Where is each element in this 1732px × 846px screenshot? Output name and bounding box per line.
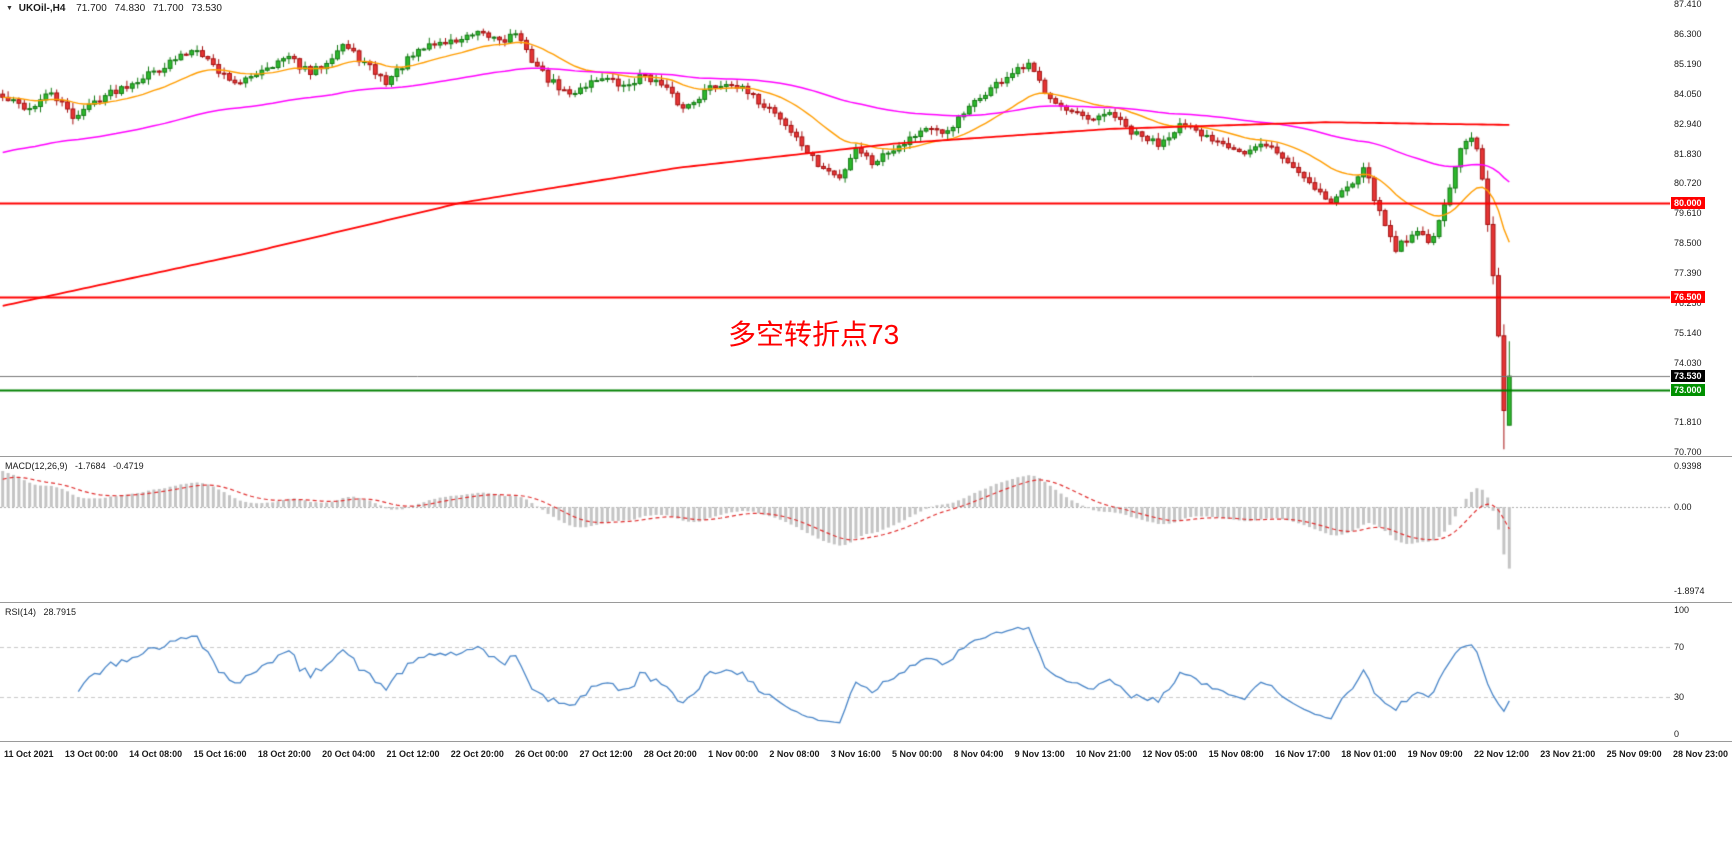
rsi-panel: RSI(14) 28.7915 100 70 30 0 xyxy=(0,603,1732,742)
macd-name: MACD(12,26,9) xyxy=(5,461,68,471)
ohlc-close: 73.530 xyxy=(191,3,222,14)
time-label: 16 Nov 17:00 xyxy=(1274,749,1331,759)
price-tick-label: 79.610 xyxy=(1674,208,1702,219)
price-line-badge: 73.000 xyxy=(1671,384,1705,397)
time-label: 28 Oct 20:00 xyxy=(643,749,697,759)
time-label: 19 Nov 09:00 xyxy=(1407,749,1463,759)
macd-label: MACD(12,26,9) -1.7684 -0.4719 xyxy=(5,461,144,471)
price-tick-label: 70.700 xyxy=(1674,447,1702,457)
ohlc-open: 71.700 xyxy=(76,3,107,14)
macd-tick-label: 0.00 xyxy=(1674,502,1692,513)
time-label: 23 Nov 21:00 xyxy=(1540,749,1596,759)
time-axis[interactable]: 11 Oct 2021 13 Oct 00:00 14 Oct 08:00 15 Oc… xyxy=(0,742,1732,766)
time-label: 15 Oct 16:00 xyxy=(193,749,247,759)
time-label: 11 Oct 2021 xyxy=(4,749,54,759)
time-label: 10 Nov 21:00 xyxy=(1075,749,1132,759)
time-label: 14 Oct 08:00 xyxy=(129,749,183,759)
bottom-filler xyxy=(0,766,1732,846)
price-tick-label: 87.410 xyxy=(1674,0,1702,9)
rsi-chart[interactable] xyxy=(0,603,1670,741)
macd-tick-label: 0.9398 xyxy=(1674,461,1702,471)
time-label: 27 Oct 12:00 xyxy=(579,749,633,759)
ohlc-low: 71.700 xyxy=(152,3,184,14)
rsi-tick-label: 100 xyxy=(1674,605,1690,615)
macd-value: -1.7684 xyxy=(75,461,106,471)
rsi-name: RSI(14) xyxy=(5,607,37,617)
macd-panel: MACD(12,26,9) -1.7684 -0.4719 0.9398 0.00… xyxy=(0,457,1732,603)
price-tick-label: 82.940 xyxy=(1674,118,1702,129)
chart-text-annotation[interactable]: 多空转折点73 xyxy=(728,319,900,350)
macd-axis[interactable]: 0.9398 0.00 -1.8974 xyxy=(1670,457,1732,602)
chart-title-bar: ▼ UKOil-,H4 71.700 74.830 71.700 73.530 xyxy=(6,3,227,14)
price-tick-label: 81.830 xyxy=(1674,148,1702,159)
price-tick-label: 77.390 xyxy=(1674,267,1702,278)
chart-dropdown-icon[interactable]: ▼ xyxy=(6,5,13,12)
price-tick-label: 80.720 xyxy=(1674,178,1702,189)
time-label: 12 Nov 05:00 xyxy=(1142,749,1198,759)
time-label: 22 Oct 20:00 xyxy=(450,749,504,759)
symbol-timeframe-label: UKOil-,H4 xyxy=(18,3,66,14)
time-label: 8 Nov 04:00 xyxy=(953,749,1004,759)
time-label: 18 Nov 01:00 xyxy=(1341,749,1397,759)
price-tick-label: 85.190 xyxy=(1674,58,1702,69)
price-tick-label: 76.250 xyxy=(1674,298,1702,309)
rsi-tick-label: 30 xyxy=(1674,692,1685,703)
time-label: 9 Nov 13:00 xyxy=(1014,749,1065,759)
time-label: 26 Oct 00:00 xyxy=(515,749,569,759)
price-tick-label: 78.500 xyxy=(1674,237,1702,248)
price-tick-label: 74.030 xyxy=(1674,357,1702,368)
price-tick-label: 75.140 xyxy=(1674,327,1702,338)
price-chart-panel: ▼ UKOil-,H4 71.700 74.830 71.700 73.530 … xyxy=(0,0,1732,457)
macd-signal-value: -0.4719 xyxy=(113,461,144,471)
price-line-badge: 73.530 xyxy=(1671,370,1705,383)
macd-chart[interactable] xyxy=(0,457,1670,602)
price-line-badge: 80.000 xyxy=(1671,196,1705,209)
price-tick-label: 84.050 xyxy=(1674,89,1702,100)
candlestick-chart[interactable] xyxy=(0,0,1670,456)
macd-tick-label: -1.8974 xyxy=(1674,586,1705,596)
time-label: 5 Nov 00:00 xyxy=(892,749,943,759)
time-label: 28 Nov 23:00 xyxy=(1672,749,1728,759)
rsi-value: 28.7915 xyxy=(43,607,77,617)
price-tick-label: 86.300 xyxy=(1674,28,1702,39)
price-axis[interactable]: 87.410 86.300 85.190 84.050 82.940 81.830 80.7… xyxy=(1670,0,1732,457)
ohlc-high: 74.830 xyxy=(114,3,146,14)
time-label: 13 Oct 00:00 xyxy=(64,749,118,759)
time-label: 3 Nov 16:00 xyxy=(830,749,881,759)
time-label: 15 Nov 08:00 xyxy=(1208,749,1264,759)
time-label: 1 Nov 00:00 xyxy=(708,749,759,759)
price-tick-label: 71.810 xyxy=(1674,417,1702,428)
price-line-badge: 76.500 xyxy=(1671,290,1705,303)
rsi-tick-label: 70 xyxy=(1674,641,1685,652)
time-label: 20 Oct 04:00 xyxy=(322,749,376,759)
time-label: 18 Oct 20:00 xyxy=(257,749,311,759)
rsi-tick-label: 0 xyxy=(1674,729,1680,739)
time-label: 2 Nov 08:00 xyxy=(769,749,820,759)
time-label: 25 Nov 09:00 xyxy=(1606,749,1662,759)
rsi-label: RSI(14) 28.7915 xyxy=(5,607,76,617)
rsi-axis[interactable]: 100 70 30 0 xyxy=(1670,603,1732,741)
time-label: 21 Oct 12:00 xyxy=(386,749,440,759)
time-label: 22 Nov 12:00 xyxy=(1473,749,1529,759)
